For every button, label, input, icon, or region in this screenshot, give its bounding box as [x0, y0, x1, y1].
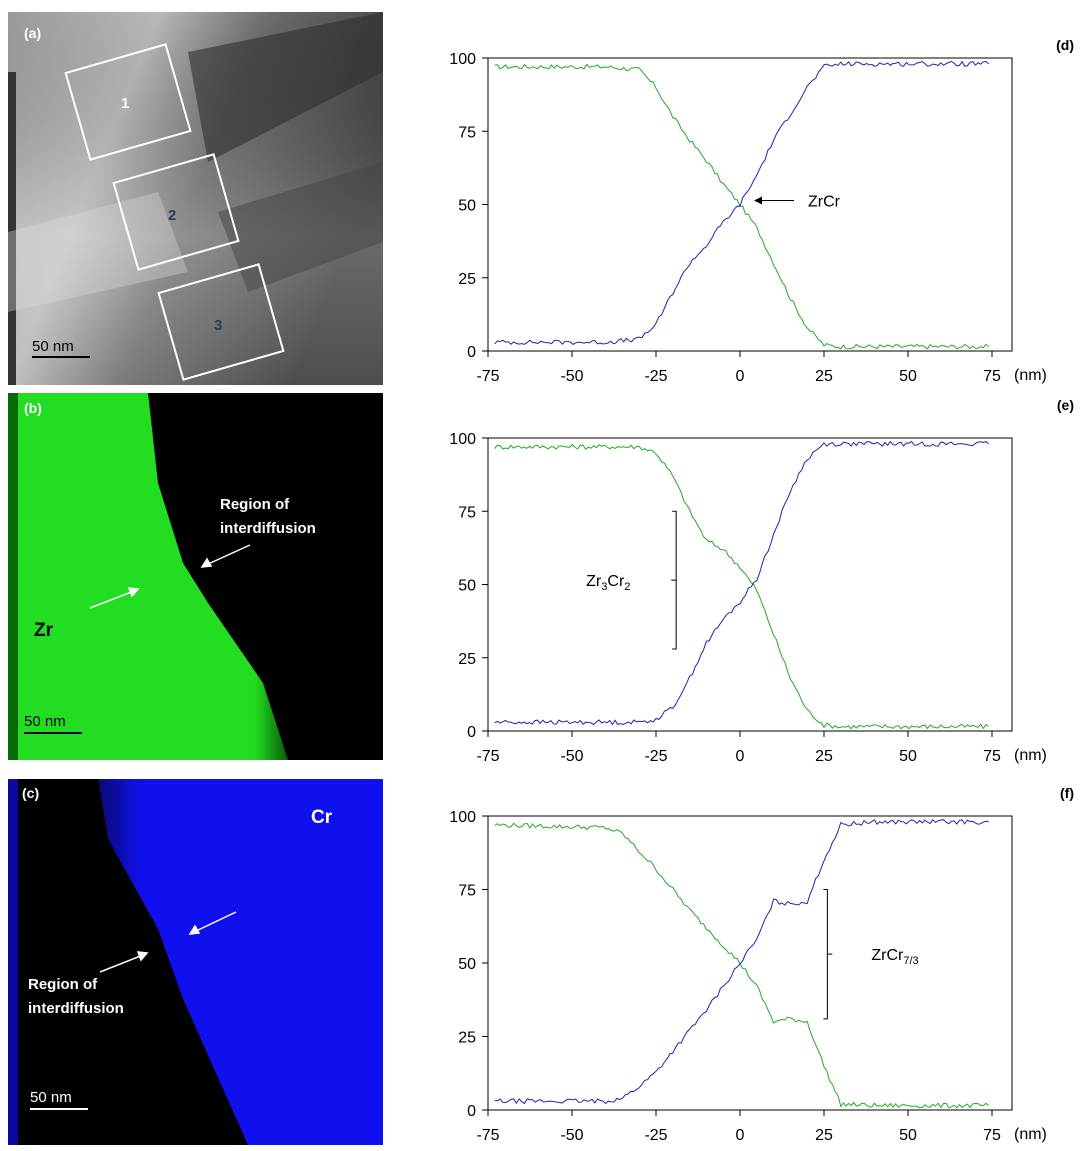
x-tick-label: 75	[983, 1127, 1001, 1144]
x-tick-label: -25	[644, 748, 667, 765]
scale-bar-label: 50 nm	[24, 713, 66, 730]
panel-label: (f)	[1060, 785, 1074, 801]
x-tick-label: 0	[736, 748, 745, 765]
zr-map-panel: (b) Zr Region of interdiffusion 50 nm	[8, 393, 383, 760]
series-line	[494, 60, 989, 346]
y-tick-label: 75	[458, 883, 476, 900]
cr-label: Cr	[311, 807, 333, 828]
scale-bar-label: 50 nm	[30, 1089, 72, 1106]
series-line	[494, 63, 989, 350]
x-tick-label: -75	[476, 368, 499, 385]
tem-image: 1 2 3 (a) 50 nm	[8, 12, 383, 385]
cr-map: (c) Cr Region of interdiffusion 50 nm	[8, 779, 383, 1145]
y-tick-label: 0	[467, 344, 476, 361]
series-line	[494, 440, 989, 726]
x-tick-label: -25	[644, 1127, 667, 1144]
annotation-arrowhead	[754, 196, 762, 205]
series-line	[494, 819, 989, 1105]
x-unit-label: (nm)	[1014, 747, 1047, 764]
y-tick-label: 25	[458, 271, 476, 288]
scale-bar-label: 50 nm	[32, 338, 74, 355]
arrow-left	[89, 590, 135, 609]
roi-box-3	[157, 263, 285, 381]
line-profile-chart-e: 0 25 50 75 100 -75 -50 -25 0 25 50 75 (nm) (e) Zr3Cr2	[449, 397, 1074, 765]
x-unit-label: (nm)	[1014, 1126, 1047, 1143]
annotation-label: ZrCr7/3	[871, 947, 918, 967]
y-tick-label: 100	[449, 431, 476, 448]
series-line	[494, 822, 989, 1109]
y-tick-label: 0	[467, 724, 476, 741]
x-tick-label: 50	[899, 368, 917, 385]
y-tick-label: 25	[458, 651, 476, 668]
interdiffusion-label-line2: interdiffusion	[220, 520, 316, 537]
x-tick-label: -50	[560, 748, 583, 765]
x-tick-label: -25	[644, 368, 667, 385]
panel-label: (d)	[1056, 37, 1074, 53]
panel-label: (e)	[1057, 397, 1074, 413]
x-tick-label: -75	[476, 748, 499, 765]
y-tick-label: 50	[458, 198, 476, 215]
x-tick-label: 50	[899, 748, 917, 765]
x-tick-label: 75	[983, 748, 1001, 765]
roi-label-1: 1	[121, 95, 129, 112]
roi-box-1	[64, 43, 192, 161]
y-tick-label: 0	[467, 1103, 476, 1120]
interdiffusion-label-line1: Region of	[220, 496, 290, 513]
x-tick-label: -50	[560, 1127, 583, 1144]
y-tick-label: 75	[458, 504, 476, 521]
x-tick-label: 25	[815, 1127, 833, 1144]
plot-frame	[487, 437, 1013, 732]
zr-label: Zr	[34, 620, 54, 641]
y-tick-label: 50	[458, 956, 476, 973]
roi-label-3: 3	[214, 317, 222, 334]
annotation-label: Zr3Cr2	[586, 573, 630, 593]
y-tick-label: 50	[458, 578, 476, 595]
interdiffusion-label-line1: Region of	[28, 976, 98, 993]
panel-label-a: (a)	[24, 25, 41, 41]
interdiffusion-label-line2: interdiffusion	[28, 1000, 124, 1017]
roi-label-2: 2	[168, 207, 176, 224]
line-profile-chart-f: 0 25 50 75 100 -75 -50 -25 0 25 50 75 (nm) (f) ZrCr7/3	[449, 785, 1074, 1144]
panel-label-b: (b)	[24, 400, 42, 416]
x-tick-label: -50	[560, 368, 583, 385]
x-tick-label: 75	[983, 368, 1001, 385]
x-tick-label: 25	[815, 748, 833, 765]
x-tick-label: 50	[899, 1127, 917, 1144]
annotation-bracket	[823, 889, 833, 1020]
tem-image-panel: 1 2 3 (a) 50 nm	[8, 12, 383, 385]
plot-frame	[487, 57, 1013, 352]
arrow-right	[193, 911, 237, 933]
x-tick-label: 25	[815, 368, 833, 385]
line-profile-chart-d: 0 25 50 75 100 -75 -50 -25 0 25 50 75 (nm) (d) ZrCr	[449, 37, 1074, 385]
annotation-label: ZrCr	[808, 194, 841, 211]
panel-label-c: (c)	[22, 785, 39, 801]
series-line	[494, 443, 989, 730]
x-tick-label: -75	[476, 1127, 499, 1144]
plot-frame	[487, 815, 1013, 1111]
zr-map: (b) Zr Region of interdiffusion 50 nm	[8, 393, 383, 760]
x-tick-label: 0	[736, 368, 745, 385]
y-tick-label: 100	[449, 809, 476, 826]
y-tick-label: 75	[458, 124, 476, 141]
x-unit-label: (nm)	[1014, 367, 1047, 384]
arrow-left	[99, 954, 144, 973]
arrow-right	[205, 544, 251, 566]
roi-box-2	[112, 153, 240, 271]
y-tick-label: 25	[458, 1030, 476, 1047]
y-tick-label: 100	[449, 51, 476, 68]
cr-map-panel: (c) Cr Region of interdiffusion 50 nm	[8, 779, 383, 1145]
x-tick-label: 0	[736, 1127, 745, 1144]
annotation-bracket	[671, 510, 677, 650]
